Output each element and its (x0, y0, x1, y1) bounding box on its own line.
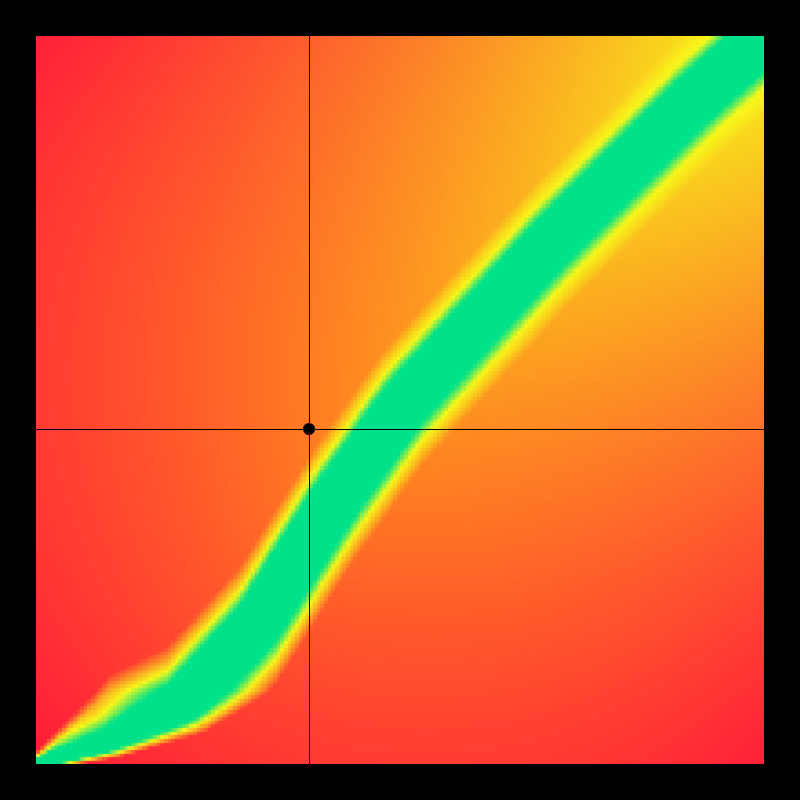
heatmap-canvas (36, 36, 764, 764)
plot-area (36, 36, 764, 764)
chart-frame: TheBottleneck.com (0, 0, 800, 800)
watermark-text: TheBottleneck.com (570, 6, 776, 32)
